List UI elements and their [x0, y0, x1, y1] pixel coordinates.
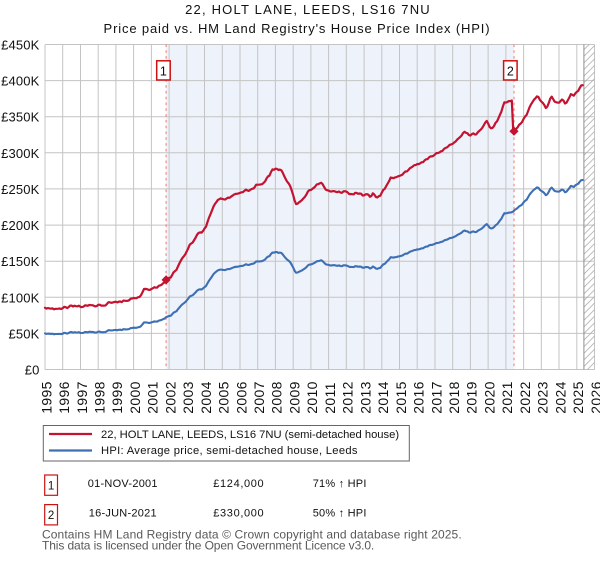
svg-text:2024: 2024 — [552, 381, 568, 414]
svg-text:1998: 1998 — [92, 381, 108, 414]
svg-text:2025: 2025 — [570, 381, 586, 414]
svg-text:£124,000: £124,000 — [213, 478, 264, 490]
svg-text:16-JUN-2021: 16-JUN-2021 — [89, 508, 157, 520]
svg-text:2020: 2020 — [481, 381, 497, 414]
svg-text:2018: 2018 — [446, 381, 462, 414]
svg-text:2026: 2026 — [588, 381, 600, 414]
svg-text:2010: 2010 — [304, 381, 320, 414]
svg-text:1: 1 — [48, 481, 54, 493]
svg-text:2014: 2014 — [375, 381, 391, 414]
svg-text:£350K: £350K — [1, 110, 40, 125]
svg-text:50% ↑ HPI: 50% ↑ HPI — [313, 508, 367, 520]
svg-text:2012: 2012 — [340, 381, 356, 414]
svg-text:2007: 2007 — [251, 381, 267, 414]
svg-text:This data is licensed under th: This data is licensed under the Open Gov… — [42, 539, 374, 553]
svg-text:1996: 1996 — [56, 381, 72, 414]
svg-text:71% ↑ HPI: 71% ↑ HPI — [313, 478, 367, 490]
svg-text:£400K: £400K — [1, 74, 40, 89]
svg-text:1997: 1997 — [74, 381, 90, 414]
svg-text:1995: 1995 — [38, 381, 54, 414]
svg-text:2013: 2013 — [357, 381, 373, 414]
svg-text:2: 2 — [48, 510, 54, 522]
svg-text:2004: 2004 — [198, 381, 214, 414]
svg-text:22, HOLT LANE, LEEDS, LS16 7NU: 22, HOLT LANE, LEEDS, LS16 7NU (semi-det… — [101, 429, 399, 441]
svg-text:£100K: £100K — [1, 290, 40, 305]
svg-text:2006: 2006 — [233, 381, 249, 414]
svg-text:2019: 2019 — [464, 381, 480, 414]
svg-text:2001: 2001 — [145, 381, 161, 414]
svg-text:£0: £0 — [25, 363, 40, 378]
svg-text:£200K: £200K — [1, 218, 40, 233]
svg-text:2011: 2011 — [322, 382, 338, 414]
svg-text:2016: 2016 — [411, 381, 427, 414]
svg-text:2023: 2023 — [535, 381, 551, 414]
svg-text:2022: 2022 — [517, 381, 533, 414]
svg-text:£300K: £300K — [1, 146, 40, 161]
svg-text:£330,000: £330,000 — [213, 508, 264, 520]
svg-text:£50K: £50K — [9, 326, 40, 341]
svg-text:01-NOV-2001: 01-NOV-2001 — [88, 478, 158, 490]
svg-text:2017: 2017 — [428, 381, 444, 414]
svg-text:£450K: £450K — [1, 38, 40, 53]
svg-text:2002: 2002 — [162, 381, 178, 414]
svg-text:2005: 2005 — [216, 381, 232, 414]
svg-text:£150K: £150K — [1, 254, 40, 269]
svg-text:1999: 1999 — [109, 381, 125, 414]
svg-text:2008: 2008 — [269, 381, 285, 414]
svg-text:2015: 2015 — [393, 381, 409, 414]
svg-text:1: 1 — [160, 64, 167, 78]
svg-text:2003: 2003 — [180, 381, 196, 414]
svg-text:HPI: Average price, semi-detac: HPI: Average price, semi-detached house,… — [101, 445, 358, 457]
svg-text:2: 2 — [507, 64, 514, 78]
svg-text:Contains HM Land Registry data: Contains HM Land Registry data © Crown c… — [42, 528, 462, 542]
svg-text:2021: 2021 — [499, 381, 515, 414]
svg-text:2009: 2009 — [287, 381, 303, 414]
svg-text:£250K: £250K — [1, 182, 40, 197]
svg-text:2000: 2000 — [127, 381, 143, 414]
svg-text:Price paid vs. HM Land Registr: Price paid vs. HM Land Registry's House … — [104, 21, 491, 36]
svg-text:22, HOLT LANE, LEEDS, LS16 7NU: 22, HOLT LANE, LEEDS, LS16 7NU — [185, 2, 431, 17]
